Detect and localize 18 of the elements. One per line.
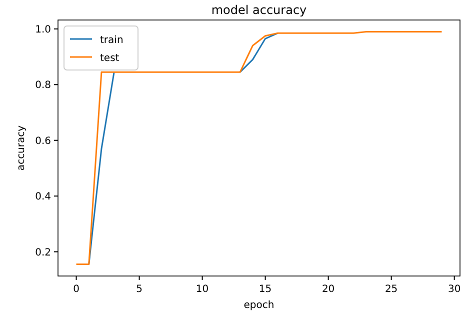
x-tick-label: 20 <box>322 284 335 295</box>
x-tick-label: 30 <box>448 284 461 295</box>
line-series <box>76 30 442 266</box>
y-axis-title: accuracy <box>16 125 27 171</box>
x-tick-label: 10 <box>196 284 209 295</box>
y-tick-label: 0.4 <box>35 192 51 203</box>
y-tick-label: 1.0 <box>35 24 51 36</box>
legend-label: test <box>100 53 120 64</box>
x-tick-label: 5 <box>136 284 142 295</box>
x-tick-label: 25 <box>384 284 398 295</box>
y-tick-label: 0.2 <box>35 247 51 258</box>
x-tick-label: 0 <box>73 284 80 295</box>
x-axis-title: epoch <box>244 300 274 311</box>
y-tick-label: 0.8 <box>35 80 51 92</box>
y-tick-label: 0.6 <box>35 136 51 147</box>
x-tick-label: 15 <box>258 284 272 295</box>
legend-label: train <box>100 35 124 46</box>
chart-title: model accuracy <box>211 3 307 17</box>
